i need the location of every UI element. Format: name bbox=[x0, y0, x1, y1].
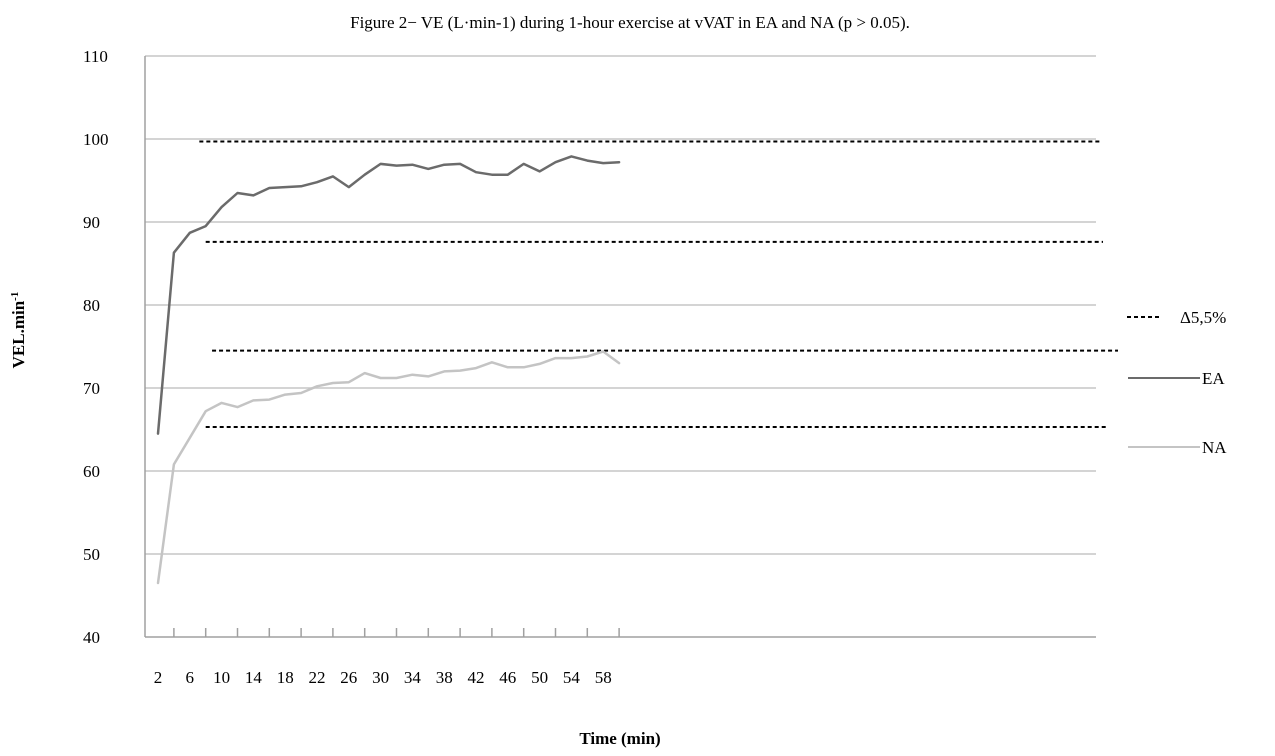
y-tick-label-40: 40 bbox=[83, 628, 100, 647]
legend: Δ5,5% EA NA bbox=[1127, 308, 1227, 457]
x-tick-label-22: 22 bbox=[309, 668, 326, 687]
y-tick-label-80: 80 bbox=[83, 296, 100, 315]
y-tick-label-70: 70 bbox=[83, 379, 100, 398]
series-line-ea bbox=[156, 155, 621, 435]
reference-lines bbox=[199, 140, 1118, 429]
series-line-na bbox=[156, 350, 621, 585]
series-lines bbox=[156, 155, 621, 585]
y-tick-labels: 40 50 60 70 80 90 100 110 bbox=[83, 47, 109, 647]
y-tick-label-110: 110 bbox=[83, 47, 108, 66]
y-tick-label-60: 60 bbox=[83, 462, 100, 481]
y-axis-title: VEL.min-1 bbox=[9, 292, 28, 369]
x-tick-label-50: 50 bbox=[531, 668, 548, 687]
y-axis-title-main: VEL.min bbox=[9, 300, 28, 368]
legend-ea-label: EA bbox=[1202, 369, 1225, 388]
x-tick-label-54: 54 bbox=[563, 668, 581, 687]
x-tick-label-10: 10 bbox=[213, 668, 230, 687]
x-tick-label-6: 6 bbox=[186, 668, 195, 687]
y-axis-title-superscript: -1 bbox=[9, 292, 21, 301]
chart-title: Figure 2− VE (L·min-1) during 1-hour exe… bbox=[350, 13, 910, 32]
y-tick-label-90: 90 bbox=[83, 213, 100, 232]
y-tick-label-100: 100 bbox=[83, 130, 109, 149]
x-tick-labels: 2 6 10 14 18 22 26 30 34 38 42 46 50 54 58 bbox=[154, 628, 620, 687]
y-tick-label-50: 50 bbox=[83, 545, 100, 564]
x-tick-label-14: 14 bbox=[245, 668, 263, 687]
x-tick-label-18: 18 bbox=[277, 668, 294, 687]
x-tick-label-58: 58 bbox=[595, 668, 612, 687]
x-tick-label-42: 42 bbox=[468, 668, 485, 687]
legend-na-label: NA bbox=[1202, 438, 1227, 457]
x-tick-label-30: 30 bbox=[372, 668, 389, 687]
axes bbox=[144, 56, 1096, 638]
x-tick-label-34: 34 bbox=[404, 668, 422, 687]
x-tick-label-26: 26 bbox=[340, 668, 357, 687]
x-tick-label-46: 46 bbox=[499, 668, 516, 687]
grid-lines bbox=[145, 55, 1096, 555]
legend-reference-label: Δ5,5% bbox=[1180, 308, 1226, 327]
x-axis-title: Time (min) bbox=[579, 729, 660, 748]
x-tick-label-2: 2 bbox=[154, 668, 163, 687]
x-tick-label-38: 38 bbox=[436, 668, 453, 687]
